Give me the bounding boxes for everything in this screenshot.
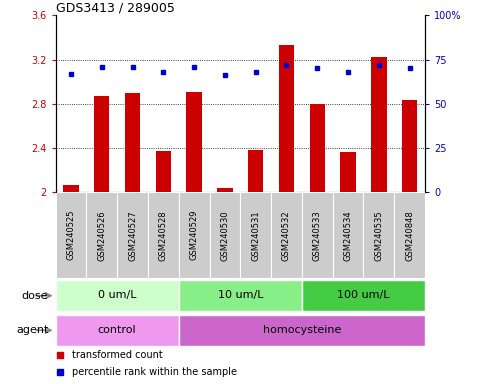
Text: agent: agent <box>16 325 48 335</box>
Bar <box>341 152 356 192</box>
Bar <box>240 192 271 278</box>
Bar <box>179 315 425 346</box>
Bar <box>364 192 394 278</box>
Bar <box>402 100 417 192</box>
Text: 10 um/L: 10 um/L <box>217 290 263 300</box>
Text: GSM240534: GSM240534 <box>343 210 353 260</box>
Text: GSM240533: GSM240533 <box>313 210 322 261</box>
Text: GSM240530: GSM240530 <box>220 210 229 260</box>
Bar <box>125 93 140 192</box>
Text: transformed count: transformed count <box>72 350 163 360</box>
Text: control: control <box>98 324 136 334</box>
Bar <box>210 192 240 278</box>
Text: 100 um/L: 100 um/L <box>337 290 390 300</box>
Bar <box>302 280 425 311</box>
Bar <box>394 192 425 278</box>
Bar <box>117 192 148 278</box>
Bar <box>148 192 179 278</box>
Bar <box>302 192 333 278</box>
Bar <box>56 192 86 278</box>
Bar <box>217 188 233 192</box>
Bar <box>310 104 325 192</box>
Bar <box>371 57 386 192</box>
Bar <box>179 192 210 278</box>
Bar <box>248 150 263 192</box>
Text: GSM240525: GSM240525 <box>67 210 75 260</box>
Text: GSM240531: GSM240531 <box>251 210 260 260</box>
Text: GSM240535: GSM240535 <box>374 210 384 260</box>
Bar <box>186 91 202 192</box>
Bar <box>56 280 179 311</box>
Text: GSM240528: GSM240528 <box>159 210 168 260</box>
Bar <box>156 151 171 192</box>
Bar <box>63 185 79 192</box>
Text: GDS3413 / 289005: GDS3413 / 289005 <box>56 1 174 14</box>
Bar <box>271 192 302 278</box>
Text: 0 um/L: 0 um/L <box>98 290 136 300</box>
Bar <box>94 96 110 192</box>
Text: homocysteine: homocysteine <box>263 324 341 334</box>
Text: GSM240529: GSM240529 <box>190 210 199 260</box>
Bar <box>86 192 117 278</box>
Text: dose: dose <box>22 291 48 301</box>
Text: GSM240848: GSM240848 <box>405 210 414 261</box>
Text: GSM240527: GSM240527 <box>128 210 137 260</box>
Bar <box>179 280 302 311</box>
Bar <box>333 192 364 278</box>
Text: percentile rank within the sample: percentile rank within the sample <box>72 367 238 377</box>
Text: GSM240526: GSM240526 <box>97 210 106 260</box>
Bar <box>279 45 294 192</box>
Text: GSM240532: GSM240532 <box>282 210 291 260</box>
Bar <box>56 315 179 346</box>
